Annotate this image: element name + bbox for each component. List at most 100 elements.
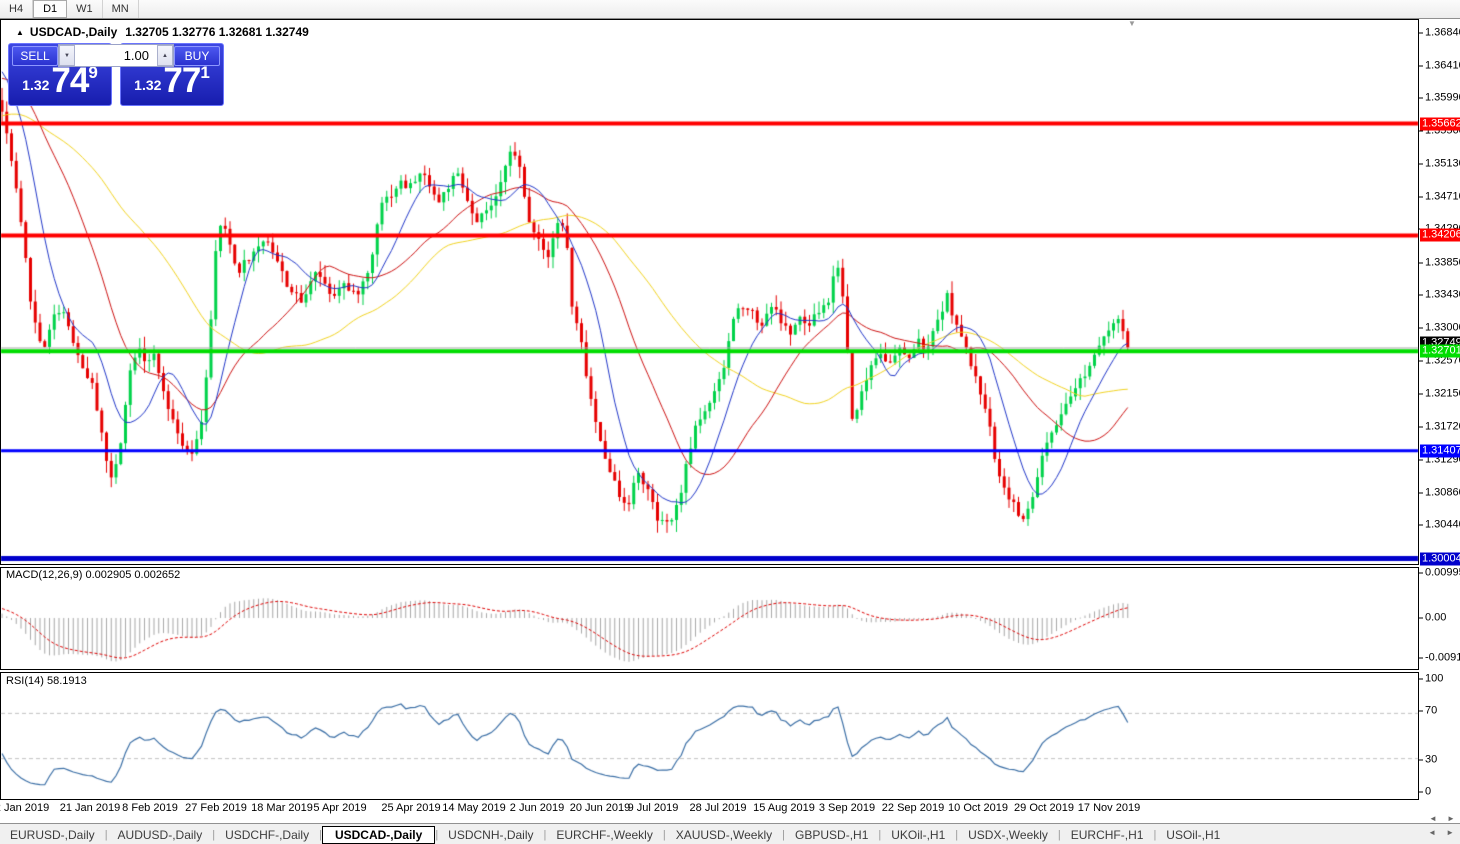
buy-button[interactable]: BUY xyxy=(174,46,220,66)
tick-dash xyxy=(1419,294,1423,296)
scroll-left-icon[interactable]: ◄ xyxy=(1429,814,1437,823)
rsi-axis-label: 0 xyxy=(1419,786,1431,799)
chart-tab-gbpusd[interactable]: GBPUSD-,H1 xyxy=(795,827,869,842)
date-axis-label: 27 Feb 2019 xyxy=(185,802,247,814)
chart-tab-audusd[interactable]: AUDUSD-,Daily xyxy=(117,827,203,842)
macd-axis-label: -0.009186 xyxy=(1419,652,1460,665)
date-axis-label: 15 Aug 2019 xyxy=(753,802,815,814)
one-click-trade-panel: SELL 1.32749 BUY 1.32771 ▼ ▲ xyxy=(8,43,224,106)
chart-tab-xauusd[interactable]: XAUUSD-,Weekly xyxy=(675,827,773,842)
chart-symbol-label: USDCAD-,Daily xyxy=(29,25,118,39)
sell-price-big: 74 xyxy=(51,61,89,100)
tab-separator: | xyxy=(1153,828,1157,841)
tab-scroll-left-icon[interactable]: ◄ xyxy=(1428,828,1437,837)
tick-dash xyxy=(1419,360,1423,362)
timeframe-toolbar: H4 D1 W1 MN xyxy=(0,0,1460,19)
chart-tab-eurchf[interactable]: EURCHF-,H1 xyxy=(1070,827,1144,842)
hline-price-label[interactable]: 1.32701 xyxy=(1420,344,1460,358)
price-tick: 1.36840 xyxy=(1419,27,1460,40)
chart-canvas[interactable] xyxy=(0,19,1419,800)
date-axis-label: 17 Nov 2019 xyxy=(1077,802,1141,814)
chart-tab-usoil[interactable]: USOil-,H1 xyxy=(1166,827,1221,842)
tick-dash xyxy=(1419,678,1423,680)
volume-control: ▼ ▲ xyxy=(58,44,174,67)
date-axis-label: 2 Jan 2019 xyxy=(0,802,50,814)
date-axis-label: 10 Oct 2019 xyxy=(948,802,1008,814)
chart-tab-eurusd[interactable]: EURUSD-,Daily xyxy=(10,827,95,842)
macd-axis-label: 0.00 xyxy=(1419,612,1446,625)
collapse-icon[interactable]: ▲ xyxy=(16,28,24,37)
chart-tab-usdcad[interactable]: USDCAD-,Daily xyxy=(321,825,436,844)
timeframe-h4[interactable]: H4 xyxy=(0,0,34,18)
tick-dash xyxy=(1419,393,1423,395)
hline-price-label[interactable]: 1.30004 xyxy=(1420,552,1460,566)
tab-separator: | xyxy=(319,828,322,841)
date-axis-label: 28 Jul 2019 xyxy=(689,802,747,814)
tab-separator: | xyxy=(435,828,439,841)
tick-dash xyxy=(1419,492,1423,494)
price-tick: 1.35130 xyxy=(1419,158,1460,171)
tick-dash xyxy=(1419,262,1423,264)
tab-separator: | xyxy=(212,828,216,841)
timeframe-d1[interactable]: D1 xyxy=(33,0,68,18)
price-tick: 1.35990 xyxy=(1419,92,1460,105)
tick-dash xyxy=(1419,572,1423,574)
volume-increase-button[interactable]: ▲ xyxy=(157,45,173,66)
date-axis-label: 5 Apr 2019 xyxy=(313,802,367,814)
tick-dash xyxy=(1419,459,1423,461)
tick-dash xyxy=(1419,65,1423,67)
tick-dash xyxy=(1419,426,1423,428)
tick-dash xyxy=(1419,617,1423,619)
volume-decrease-button[interactable]: ▼ xyxy=(59,45,75,66)
timeframe-mn[interactable]: MN xyxy=(103,0,139,18)
price-tick: 1.33850 xyxy=(1419,256,1460,269)
volume-input[interactable] xyxy=(75,45,157,66)
tab-scroll-right-icon[interactable]: ► xyxy=(1446,828,1454,837)
date-axis-label: 2 Jun 2019 xyxy=(509,802,565,814)
chart-tab-usdchf[interactable]: USDCHF-,Daily xyxy=(225,827,310,842)
chart-tab-usdx[interactable]: USDX-,Weekly xyxy=(968,827,1048,842)
horizontal-scrollbar[interactable]: ◄ ► xyxy=(0,814,1460,823)
date-axis-label: 25 Apr 2019 xyxy=(381,802,441,814)
buy-price[interactable]: 1.32771 xyxy=(121,61,223,101)
tab-separator: | xyxy=(662,828,666,841)
tick-dash xyxy=(1419,327,1423,329)
tick-dash xyxy=(1419,524,1423,526)
sell-box: SELL 1.32749 xyxy=(8,43,112,106)
sell-button[interactable]: SELL xyxy=(12,46,58,66)
tick-dash xyxy=(1419,130,1423,132)
chart-tab-ukoil[interactable]: UKOil-,H1 xyxy=(891,827,946,842)
tick-dash xyxy=(1419,710,1423,712)
hline-price-label[interactable]: 1.31407 xyxy=(1420,444,1460,458)
date-axis-label: 3 Sep 2019 xyxy=(818,802,876,814)
price-tick: 1.34710 xyxy=(1419,190,1460,203)
macd-axis-label: 0.009957 xyxy=(1419,567,1460,580)
sell-price[interactable]: 1.32749 xyxy=(9,61,111,101)
date-axis-label: 18 Mar 2019 xyxy=(251,802,313,814)
chart-tab-eurchf[interactable]: EURCHF-,Weekly xyxy=(556,827,653,842)
tick-dash xyxy=(1419,196,1423,198)
price-tick: 1.31720 xyxy=(1419,420,1460,433)
hline-price-label[interactable]: 1.34206 xyxy=(1420,228,1460,242)
tick-dash xyxy=(1419,759,1423,761)
hline-price-label[interactable]: 1.35662 xyxy=(1420,117,1460,131)
tab-separator: | xyxy=(1057,828,1061,841)
price-tick: 1.33430 xyxy=(1419,289,1460,302)
tick-dash xyxy=(1419,791,1423,793)
timeframe-w1[interactable]: W1 xyxy=(67,0,103,18)
tick-dash xyxy=(1419,163,1423,165)
sell-price-prefix: 1.32 xyxy=(22,77,50,93)
tab-separator: | xyxy=(782,828,786,841)
buy-price-big: 77 xyxy=(163,61,201,100)
scroll-right-icon[interactable]: ► xyxy=(1447,814,1455,823)
tab-separator: | xyxy=(955,828,959,841)
tick-dash xyxy=(1419,32,1423,34)
chart-shift-marker-icon[interactable]: ▼ xyxy=(1128,19,1136,28)
tab-scroll-arrows: ◄ ► xyxy=(1418,828,1454,837)
date-axis-label: 9 Jul 2019 xyxy=(627,802,679,814)
chart-tab-usdcnh[interactable]: USDCNH-,Daily xyxy=(448,827,534,842)
buy-price-prefix: 1.32 xyxy=(134,77,162,93)
rsi-axis-label: 70 xyxy=(1419,705,1437,718)
rsi-axis-label: 30 xyxy=(1419,754,1437,767)
